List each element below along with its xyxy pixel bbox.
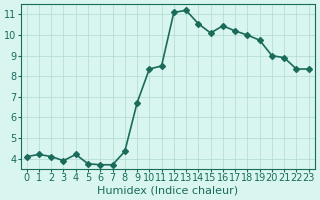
X-axis label: Humidex (Indice chaleur): Humidex (Indice chaleur) [97,186,238,196]
